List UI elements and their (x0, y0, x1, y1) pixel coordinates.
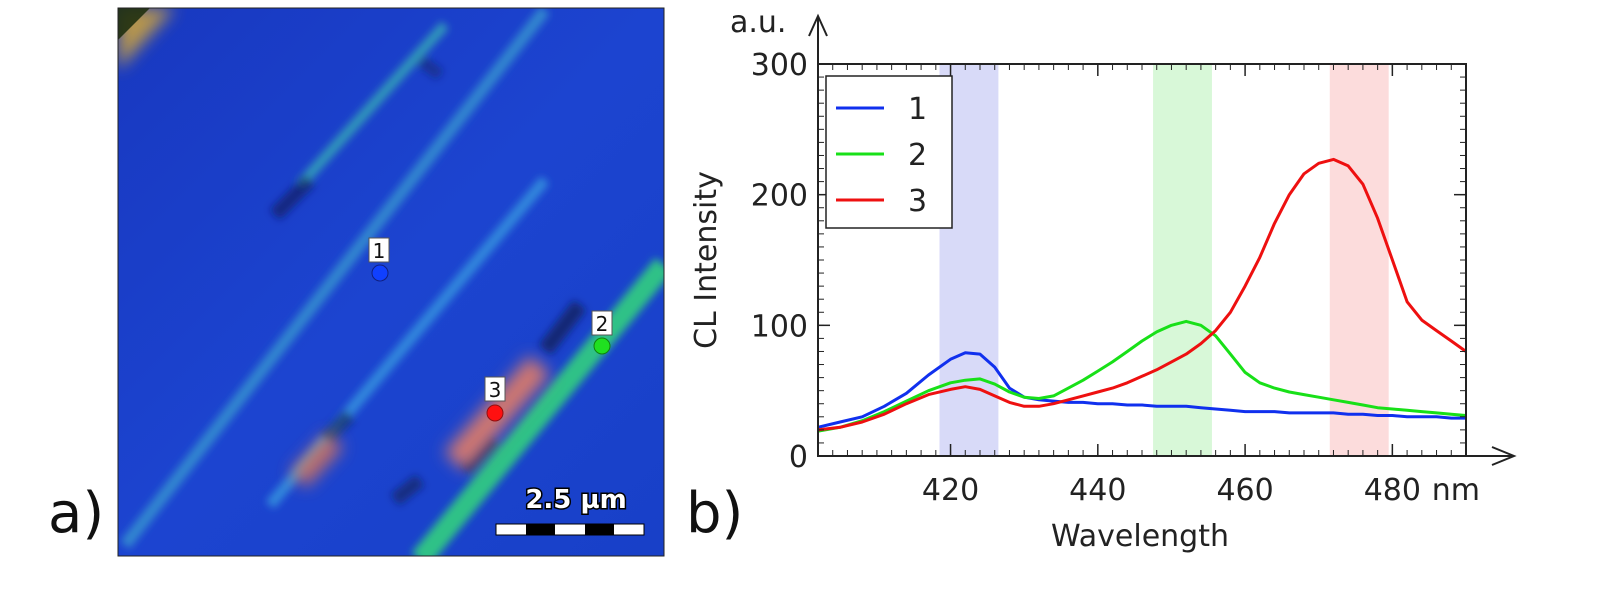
legend-label-2: 2 (908, 138, 927, 173)
cl-map-image (118, 8, 664, 556)
highlight-band-3 (1329, 64, 1389, 456)
panel-b-label: b) (686, 481, 743, 546)
y-unit-label: a.u. (730, 5, 786, 40)
marker-2: 2 (591, 310, 613, 355)
highlight-bands (939, 64, 1389, 456)
marker-1: 1 (368, 237, 390, 282)
marker-3: 3 (484, 376, 506, 422)
x-tick-label-460: 460 (1216, 473, 1273, 508)
marker-1-label: 1 (373, 239, 386, 263)
series-lines (818, 157, 1466, 433)
x-axis-title: Wavelength (1051, 519, 1229, 554)
y-tick-label-200: 200 (751, 179, 808, 214)
x-tick-label-420: 420 (922, 473, 979, 508)
marker-2-dot (593, 337, 611, 355)
scale-bar: 2.5 µm (495, 484, 645, 536)
chart: 420 440 460 480 0 100 200 300 a.u. nm Wavelengt… (689, 5, 1517, 554)
image-frame (117, 7, 665, 557)
legend-label-3: 3 (908, 184, 927, 219)
highlight-band-2 (1153, 64, 1212, 456)
legend: 1 2 3 (825, 75, 953, 229)
y-tick-label-100: 100 (751, 309, 808, 344)
y-axis-title: CL Intensity (689, 171, 724, 349)
marker-3-dot (486, 404, 504, 422)
marker-3-label: 3 (489, 378, 502, 402)
panel-a-label: a) (48, 481, 104, 546)
marker-1-dot (371, 264, 389, 282)
series-line-3 (818, 157, 1466, 432)
marker-2-label: 2 (596, 312, 609, 336)
scale-bar-text: 2.5 µm (525, 485, 626, 515)
x-axis-arrow (1491, 446, 1517, 466)
series-line-1 (818, 351, 1466, 429)
x-tick-label-480: 480 (1364, 473, 1421, 508)
x-unit-label: nm (1432, 473, 1480, 508)
legend-box (825, 75, 953, 229)
y-axis-arrow (808, 13, 828, 37)
legend-label-1: 1 (908, 92, 927, 127)
y-tick-label-300: 300 (751, 48, 808, 83)
x-tick-label-440: 440 (1069, 473, 1126, 508)
y-tick-label-0: 0 (789, 440, 808, 475)
series-line-2 (818, 319, 1466, 433)
